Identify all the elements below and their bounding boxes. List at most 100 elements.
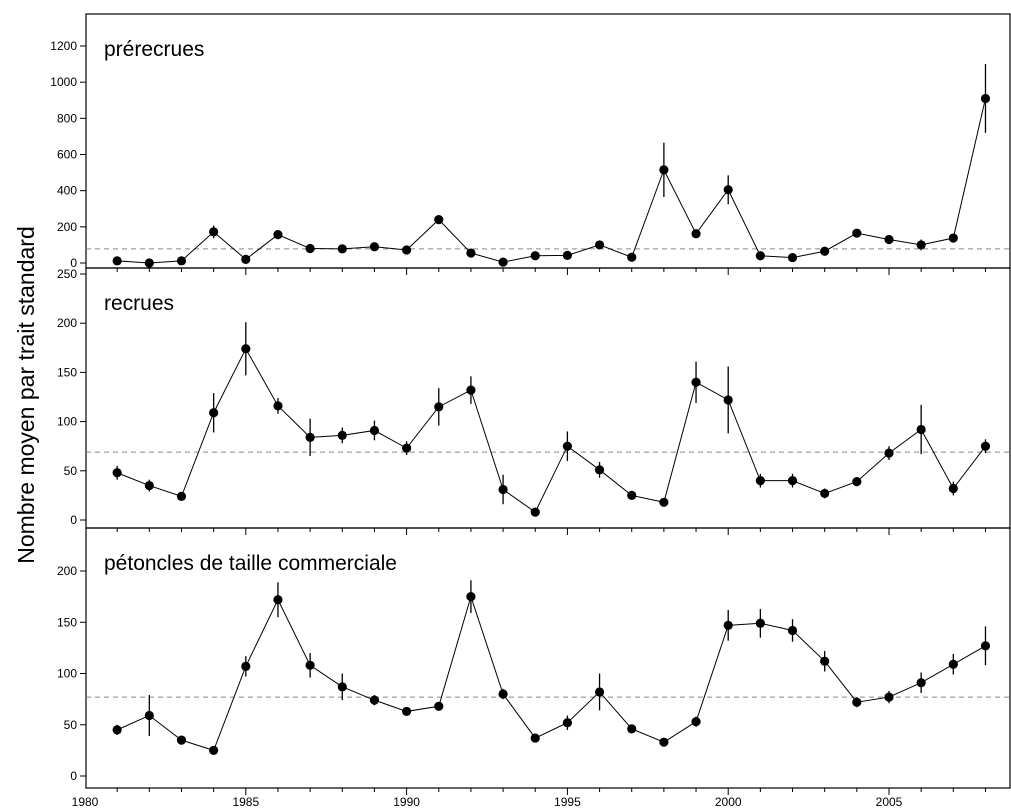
data-point (305, 660, 315, 670)
data-point (659, 497, 669, 507)
data-point (112, 468, 122, 478)
data-point (916, 240, 926, 250)
data-point (787, 476, 798, 486)
data-point (562, 718, 573, 728)
y-tick-label: 50 (64, 718, 78, 732)
panel-2: 0 50 100 150 200 250 recrues (57, 267, 1011, 535)
data-point (402, 245, 412, 255)
x-tick-label: 1985 (232, 795, 259, 809)
panel-frame (85, 13, 1011, 269)
data-point (402, 706, 412, 717)
series-line (116, 594, 986, 751)
data-point (916, 424, 926, 435)
data-point (466, 248, 476, 258)
data-point (820, 656, 830, 666)
y-tick-label: 200 (57, 316, 77, 330)
data-point (337, 430, 347, 440)
x-tick-label: 1980 (72, 795, 99, 809)
data-point (594, 240, 605, 250)
data-point (755, 618, 765, 628)
data-point (627, 724, 637, 734)
data-point (144, 480, 154, 491)
data-point (112, 725, 122, 735)
data-point (691, 229, 701, 239)
x-tick-label: 2005 (876, 795, 903, 809)
y-tick-label: 0 (70, 256, 77, 270)
data-point (852, 697, 862, 707)
x-tick-label: 1995 (554, 795, 581, 809)
data-point (369, 242, 380, 252)
panel-title: prérecrues (104, 38, 204, 61)
data-point (176, 256, 187, 266)
y-tick-label: 400 (57, 184, 77, 198)
data-point (562, 441, 573, 451)
data-point (466, 592, 476, 602)
data-point (241, 344, 251, 354)
y-tick-label: 1200 (50, 39, 77, 53)
data-point (980, 441, 991, 451)
data-point (273, 230, 283, 240)
data-point (176, 491, 187, 501)
y-tick-label: 200 (57, 220, 77, 234)
data-point (337, 682, 347, 692)
data-point (434, 402, 444, 412)
data-point (884, 692, 894, 702)
data-point (498, 257, 508, 267)
series-line (116, 347, 986, 513)
data-point (498, 484, 508, 495)
data-point (209, 745, 219, 755)
data-point (273, 595, 283, 605)
data-point (241, 661, 251, 671)
data-point (369, 425, 380, 436)
data-point (980, 93, 991, 104)
panel-title: recrues (104, 292, 174, 315)
y-tick-label: 0 (70, 769, 77, 783)
data-point (820, 488, 830, 499)
y-tick-label: 250 (57, 267, 77, 281)
data-point (144, 710, 154, 721)
data-point (209, 408, 219, 418)
y-tick-label: 800 (57, 111, 77, 125)
data-point (884, 234, 894, 245)
data-point (787, 625, 798, 636)
y-axis-label: Nombre moyen par trait standard (13, 226, 39, 564)
x-tick-label: 1990 (393, 795, 420, 809)
data-point (691, 377, 701, 387)
data-point (852, 477, 862, 487)
data-point (402, 443, 412, 453)
data-point (337, 244, 347, 254)
y-tick-label: 600 (57, 148, 77, 162)
y-tick-label: 1000 (50, 75, 77, 89)
data-point (466, 385, 476, 395)
data-point (948, 233, 958, 243)
y-tick-label: 100 (57, 667, 77, 681)
data-point (369, 695, 380, 705)
data-point (305, 432, 315, 442)
data-point (273, 401, 283, 411)
data-point (434, 701, 444, 711)
x-tick-label: 2000 (715, 795, 742, 809)
data-point (948, 659, 958, 669)
data-point (691, 717, 701, 727)
y-tick-label: 200 (57, 564, 77, 578)
data-point (144, 258, 154, 268)
data-point (723, 185, 733, 195)
data-point (820, 246, 830, 256)
data-point (498, 689, 508, 699)
data-point (305, 243, 315, 254)
series-line (117, 98, 986, 264)
data-point (530, 733, 540, 743)
data-point (627, 252, 637, 262)
data-point (916, 678, 926, 688)
data-point (980, 641, 991, 651)
data-point (594, 465, 605, 475)
data-point (884, 448, 894, 458)
y-tick-label: 150 (57, 365, 77, 379)
panel-title: pétoncles de taille commerciale (104, 552, 397, 575)
data-point (176, 735, 187, 745)
data-point (209, 227, 219, 237)
panel-1: 0 200 400 600 800 1000 1200 prérecrues (50, 13, 1011, 275)
y-tick-label: 100 (57, 415, 77, 429)
panel-3: 0 50 100 150 200 pétoncles de taille commerci… (57, 527, 1011, 795)
data-point (627, 490, 637, 500)
